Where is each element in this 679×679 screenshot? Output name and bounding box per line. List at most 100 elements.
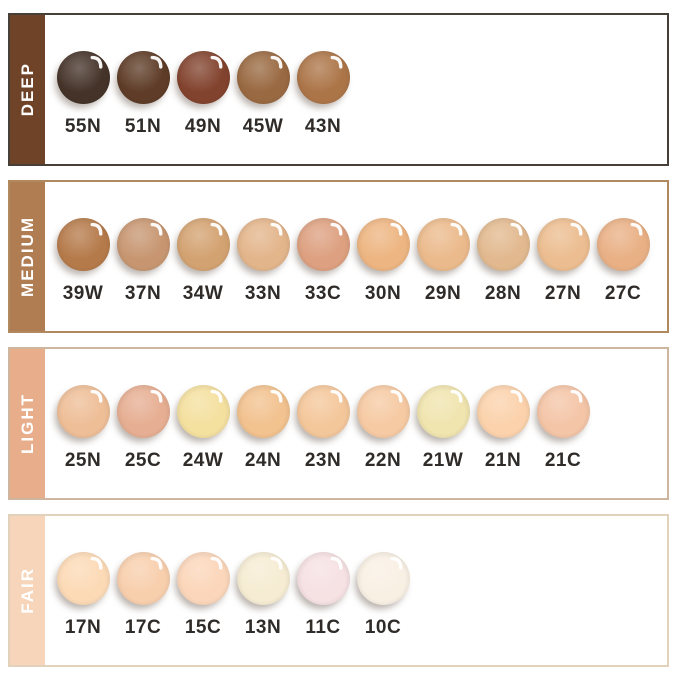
- shade-row-medium: MEDIUM 39W 37N 34W: [8, 180, 669, 333]
- shade-drop: [476, 385, 530, 438]
- shade-drop: [176, 385, 230, 438]
- shade-code-label: 27N: [544, 283, 582, 304]
- shade-swatch-11c: 11C: [293, 552, 353, 639]
- gloss-highlight-icon: [570, 389, 582, 403]
- gloss-highlight-icon: [150, 556, 162, 570]
- row-category-sidebar: MEDIUM: [10, 182, 45, 331]
- shade-drop: [296, 218, 350, 271]
- gloss-highlight-icon: [210, 55, 222, 69]
- shade-swatch-25c: 25C: [113, 385, 173, 472]
- shade-code-label: 11C: [305, 617, 341, 638]
- row-category-label: LIGHT: [17, 393, 37, 454]
- shade-code-label: 23N: [304, 450, 342, 471]
- shade-code-label: 37N: [124, 283, 162, 304]
- shade-swatch-21c: 21C: [533, 385, 593, 472]
- shade-code-label: 29N: [424, 283, 462, 304]
- shade-code-label: 43N: [304, 116, 342, 137]
- shade-code-label: 28N: [484, 283, 522, 304]
- row-category-sidebar: DEEP: [10, 15, 45, 164]
- gloss-highlight-icon: [630, 222, 642, 236]
- shade-drop: [596, 218, 650, 271]
- gloss-highlight-icon: [150, 55, 162, 69]
- shade-code-label: 21C: [544, 450, 582, 471]
- shade-swatch-34w: 34W: [173, 218, 233, 305]
- shade-code-label: 33N: [244, 283, 282, 304]
- shade-swatch-49n: 49N: [173, 51, 233, 138]
- shade-swatch-13n: 13N: [233, 552, 293, 639]
- swatch-strip: 55N 51N 49N 45W 43N: [45, 15, 667, 164]
- shade-code-label: 25C: [124, 450, 162, 471]
- gloss-highlight-icon: [390, 556, 402, 570]
- shade-swatch-17c: 17C: [113, 552, 173, 639]
- shade-rows: DEEP 55N 51N 49N 4: [0, 13, 679, 667]
- shade-drop: [176, 552, 230, 605]
- gloss-highlight-icon: [390, 389, 402, 403]
- shade-code-label: 17C: [124, 617, 162, 638]
- shade-swatch-10c: 10C: [353, 552, 413, 639]
- shade-drop: [476, 218, 530, 271]
- shade-drop: [296, 51, 350, 104]
- shade-drop: [116, 552, 170, 605]
- row-category-label: DEEP: [17, 62, 37, 117]
- gloss-highlight-icon: [90, 55, 102, 69]
- gloss-highlight-icon: [150, 389, 162, 403]
- shade-drop: [116, 218, 170, 271]
- shade-drop: [236, 218, 290, 271]
- shade-swatch-25n: 25N: [53, 385, 113, 472]
- shade-swatch-17n: 17N: [53, 552, 113, 639]
- gloss-highlight-icon: [450, 389, 462, 403]
- shade-drop: [56, 552, 110, 605]
- gloss-highlight-icon: [150, 222, 162, 236]
- shade-drop: [536, 385, 590, 438]
- shade-swatch-39w: 39W: [53, 218, 113, 305]
- shade-swatch-28n: 28N: [473, 218, 533, 305]
- shade-swatch-30n: 30N: [353, 218, 413, 305]
- shade-drop: [356, 552, 410, 605]
- shade-code-label: 21N: [484, 450, 522, 471]
- shade-code-label: 27C: [604, 283, 642, 304]
- gloss-highlight-icon: [330, 389, 342, 403]
- shade-code-label: 15C: [184, 617, 222, 638]
- swatch-strip: 39W 37N 34W 33N 33C: [45, 182, 667, 331]
- gloss-highlight-icon: [210, 389, 222, 403]
- gloss-highlight-icon: [270, 389, 282, 403]
- shade-swatch-21n: 21N: [473, 385, 533, 472]
- shade-swatch-27c: 27C: [593, 218, 653, 305]
- shade-code-label: 24W: [182, 450, 224, 471]
- row-category-label: FAIR: [17, 567, 37, 614]
- shade-drop: [116, 51, 170, 104]
- shade-code-label: 24N: [244, 450, 282, 471]
- shade-swatch-27n: 27N: [533, 218, 593, 305]
- gloss-highlight-icon: [570, 222, 582, 236]
- gloss-highlight-icon: [210, 556, 222, 570]
- shade-drop: [56, 51, 110, 104]
- shade-drop: [236, 552, 290, 605]
- shade-swatch-29n: 29N: [413, 218, 473, 305]
- gloss-highlight-icon: [330, 222, 342, 236]
- shade-drop: [56, 385, 110, 438]
- shade-row-deep: DEEP 55N 51N 49N 4: [8, 13, 669, 166]
- gloss-highlight-icon: [210, 222, 222, 236]
- shade-code-label: 33C: [304, 283, 342, 304]
- gloss-highlight-icon: [270, 556, 282, 570]
- shade-drop: [236, 385, 290, 438]
- shade-drop: [416, 385, 470, 438]
- shade-swatch-21w: 21W: [413, 385, 473, 472]
- shade-swatch-33n: 33N: [233, 218, 293, 305]
- shade-code-label: 22N: [364, 450, 402, 471]
- shade-swatch-51n: 51N: [113, 51, 173, 138]
- gloss-highlight-icon: [390, 222, 402, 236]
- shade-code-label: 39W: [62, 283, 104, 304]
- shade-swatch-33c: 33C: [293, 218, 353, 305]
- gloss-highlight-icon: [330, 556, 342, 570]
- shade-drop: [296, 552, 350, 605]
- shade-code-label: 55N: [64, 116, 102, 137]
- shade-code-label: 25N: [64, 450, 102, 471]
- gloss-highlight-icon: [270, 55, 282, 69]
- gloss-highlight-icon: [510, 389, 522, 403]
- shade-swatch-22n: 22N: [353, 385, 413, 472]
- shade-drop: [356, 385, 410, 438]
- shade-swatch-24n: 24N: [233, 385, 293, 472]
- shade-code-label: 51N: [124, 116, 162, 137]
